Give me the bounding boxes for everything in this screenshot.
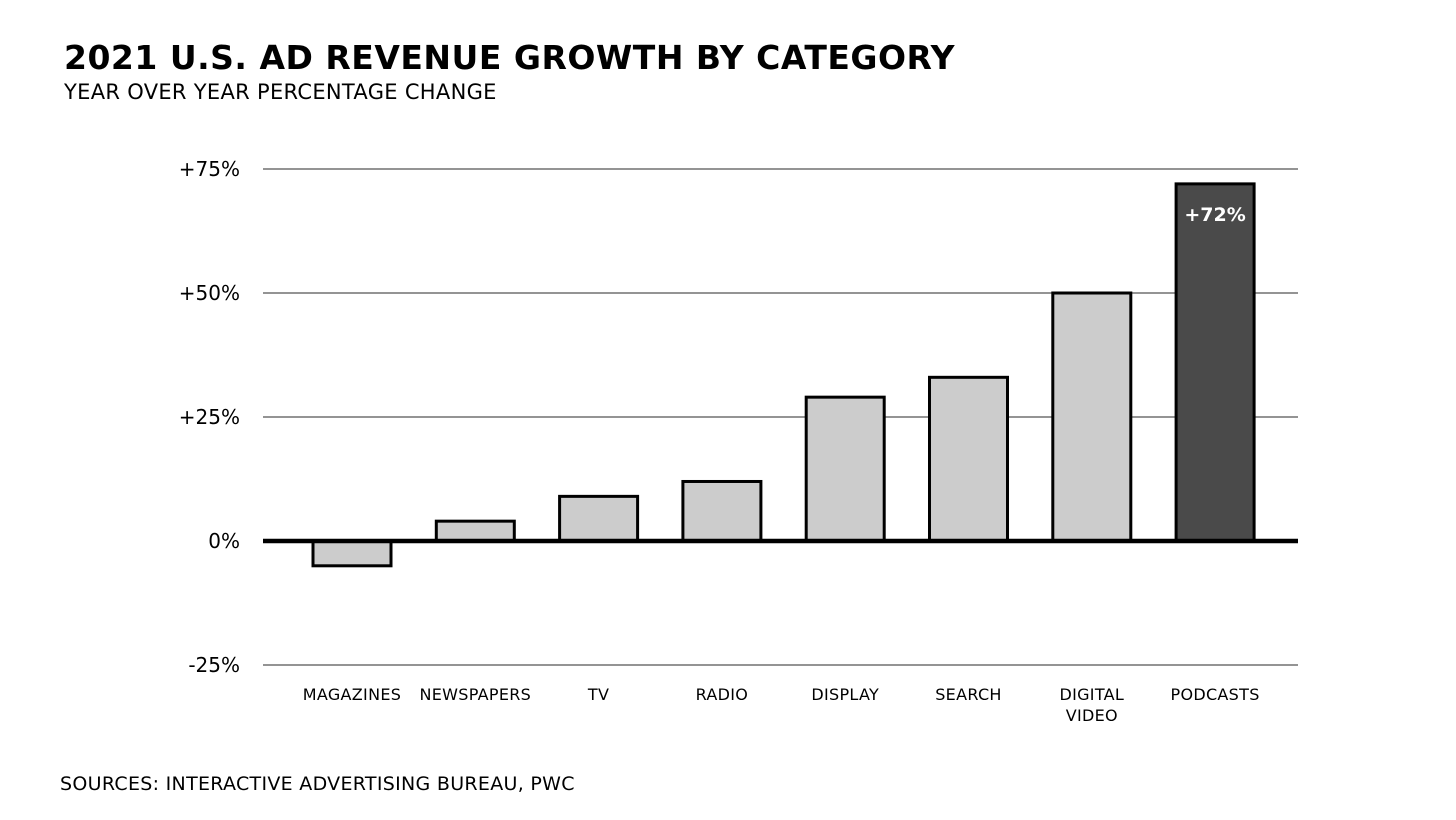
category-label-line: DIGITAL	[1059, 685, 1124, 704]
y-tick-label: -25%	[188, 653, 240, 677]
bar	[1051, 291, 1133, 543]
data-label: +72%	[1184, 204, 1245, 226]
category-label: PODCASTS	[1171, 685, 1260, 704]
chart-subtitle: YEAR OVER YEAR PERCENTAGE CHANGE	[64, 80, 497, 104]
bar	[1174, 182, 1256, 543]
y-tick-labels: -25% 0% +25% +50% +75%	[179, 157, 240, 677]
category-label: TV	[587, 685, 609, 704]
category-label: DISPLAY	[811, 685, 879, 704]
chart-title: 2021 U.S. AD REVENUE GROWTH BY CATEGORY	[64, 38, 956, 77]
grid-lines	[263, 168, 1298, 666]
y-tick-label: +75%	[179, 157, 240, 181]
category-label: SEARCH	[935, 685, 1002, 704]
category-label-line: VIDEO	[1066, 706, 1118, 725]
category-label: RADIO	[696, 685, 749, 704]
bar	[804, 395, 886, 543]
bars	[311, 182, 1256, 568]
bar	[434, 519, 516, 543]
y-tick-label: +50%	[179, 281, 240, 305]
bar	[311, 539, 393, 568]
y-tick-label: 0%	[208, 529, 240, 553]
category-label: NEWSPAPERS	[419, 685, 531, 704]
category-labels: MAGAZINES NEWSPAPERS TV RADIO DISPLAY SEARCH D…	[303, 685, 1260, 725]
source-note: SOURCES: INTERACTIVE ADVERTISING BUREAU,…	[60, 773, 575, 795]
bar	[558, 494, 640, 543]
category-label: MAGAZINES	[303, 685, 401, 704]
category-label: DIGITAL VIDEO	[1059, 685, 1124, 725]
data-labels: +72%	[1184, 204, 1245, 226]
bar	[681, 479, 763, 543]
bar	[928, 375, 1009, 543]
y-tick-label: +25%	[179, 405, 240, 429]
